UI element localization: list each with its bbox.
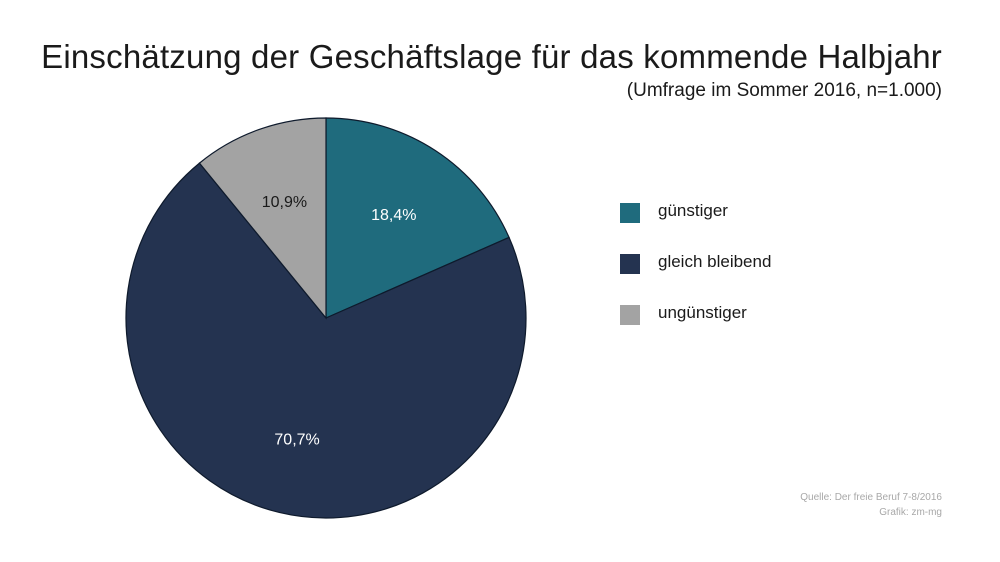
- legend-label-1: gleich bleibend: [658, 252, 772, 271]
- pie-slices: [125, 117, 527, 519]
- pie-labels: 18,4% 70,7% 10,9%: [262, 194, 417, 448]
- legend-swatch-1: [620, 254, 640, 274]
- chart-title: Einschätzung der Geschäftslage für das k…: [41, 38, 942, 75]
- pie-label-2: 10,9%: [262, 194, 307, 211]
- legend-swatch-0: [620, 203, 640, 223]
- legend-label-0: günstiger: [658, 201, 728, 220]
- legend-swatch-2: [620, 305, 640, 325]
- pie-slice-1: [125, 162, 527, 519]
- pie-slice-2: [198, 117, 327, 320]
- source-note: Quelle: Der freie Beruf 7-8/2016 Grafik:…: [800, 490, 942, 520]
- source-line: Quelle: Der freie Beruf 7-8/2016: [800, 492, 942, 503]
- pie-label-1: 70,7%: [274, 432, 319, 449]
- credit-line: Grafik: zm-mg: [879, 507, 942, 518]
- pie-label-0: 18,4%: [371, 207, 416, 224]
- legend-label-2: ungünstiger: [658, 303, 747, 322]
- chart-subtitle: (Umfrage im Sommer 2016, n=1.000): [626, 80, 942, 101]
- pie-slice-0: [325, 117, 510, 319]
